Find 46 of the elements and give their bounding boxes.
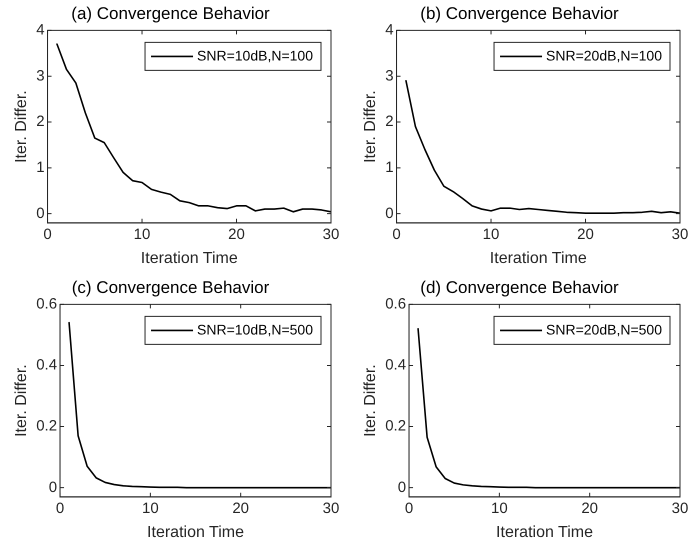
chart-title: (c) Convergence Behavior (72, 278, 270, 297)
y-axis-title: Iter. Differ. (13, 90, 30, 163)
x-tick-label: 10 (142, 500, 159, 517)
y-tick-label: 0 (48, 478, 58, 496)
x-tick-label: 10 (491, 500, 508, 517)
y-tick-label: 0.6 (36, 296, 58, 313)
x-tick-label: 20 (228, 226, 245, 243)
y-tick-label: 3 (36, 67, 45, 84)
x-tick-label: 10 (482, 226, 500, 243)
x-axis-title: Iteration Time (147, 524, 244, 541)
y-tick-label: 3 (385, 67, 394, 84)
legend-label: SNR=20dB,N=500 (546, 321, 662, 338)
x-tick-label: 30 (322, 500, 340, 517)
y-tick-label: 0 (36, 204, 45, 222)
y-tick-label: 2 (385, 113, 394, 130)
y-tick-label: 4 (385, 22, 394, 39)
y-tick-label: 0.6 (385, 296, 406, 313)
y-tick-label: 0.2 (385, 418, 406, 435)
chart-title: (b) Convergence Behavior (420, 4, 620, 23)
x-axis-title: Iteration Time (496, 524, 594, 541)
legend-label: SNR=10dB,N=500 (197, 321, 314, 338)
y-tick-label: 0.4 (385, 356, 406, 374)
y-axis-title: Iter. Differ. (362, 364, 380, 437)
x-tick-label: 30 (672, 500, 688, 517)
x-tick-label: 20 (577, 226, 594, 243)
x-tick-label: 30 (672, 226, 688, 243)
y-tick-label: 4 (36, 22, 45, 39)
x-tick-label: 20 (232, 500, 250, 517)
legend-label: SNR=20dB,N=100 (546, 47, 662, 64)
y-axis-title: Iter. Differ. (13, 364, 30, 437)
y-tick-label: 0.2 (36, 418, 58, 435)
chart-title: (a) Convergence Behavior (71, 4, 270, 23)
y-tick-label: 0 (385, 204, 394, 222)
y-axis-title: Iter. Differ. (362, 90, 380, 163)
x-tick-label: 20 (581, 500, 598, 517)
x-tick-label: 10 (134, 226, 150, 243)
y-tick-label: 0.4 (36, 356, 58, 374)
y-tick-label: 2 (36, 113, 45, 130)
x-axis-title: Iteration Time (490, 250, 587, 267)
y-tick-label: 1 (385, 158, 394, 176)
y-tick-label: 1 (36, 158, 45, 176)
chart-title: (d) Convergence Behavior (420, 278, 620, 297)
x-tick-label: 30 (322, 226, 340, 243)
legend-label: SNR=10dB,N=100 (197, 47, 314, 64)
y-tick-label: 0 (398, 478, 406, 496)
x-axis-title: Iteration Time (140, 250, 238, 267)
